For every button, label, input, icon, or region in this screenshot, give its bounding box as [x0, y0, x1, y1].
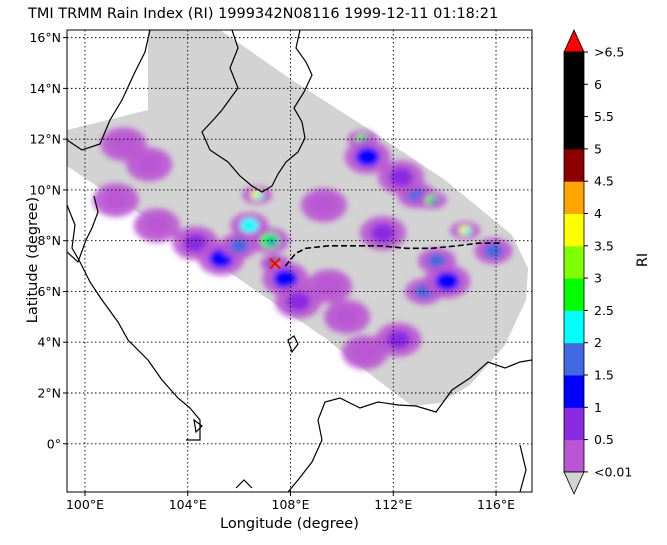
chart-title: TMI TRMM Rain Index (RI) 1999342N08116 1…: [28, 6, 499, 22]
rain-cell: [183, 233, 208, 253]
y-tick-label: 4°N: [37, 335, 61, 350]
rain-cell-ring: [463, 228, 472, 235]
colorbar-under-triangle: [563, 471, 585, 495]
x-tick-label: 104°E: [169, 497, 207, 512]
colorbar-segment: [564, 116, 584, 150]
colorbar-tick-label: 1: [594, 400, 602, 415]
gridlines: [67, 30, 532, 492]
rain-cell: [103, 190, 128, 210]
coastlines: [67, 30, 532, 492]
y-axis-label: Latitude (degree): [25, 196, 41, 324]
colorbar-tick-label: 2.5: [594, 303, 614, 318]
y-tick-label: 6°N: [37, 284, 61, 299]
satellite-swath: [67, 30, 528, 406]
rain-cell: [389, 167, 413, 187]
axes-frame: [66, 29, 533, 493]
storm-center-marker: [269, 257, 281, 270]
x-axis-label: Longitude (degree): [220, 516, 359, 532]
rain-cell: [427, 253, 447, 269]
colorbar-tick-label: 1.5: [594, 368, 614, 383]
colorbar-tick-label: 4.5: [594, 174, 614, 189]
colorbar-segment: [564, 407, 584, 441]
storm-center-x2: [269, 257, 281, 270]
colorbar-over-triangle: [563, 29, 585, 53]
colorbar-segment: [564, 342, 584, 376]
colorbar-label: RI: [635, 252, 652, 268]
rain-cell: [145, 216, 169, 235]
rain-cell: [353, 343, 377, 362]
rain-index-field: [92, 127, 513, 370]
rain-cell-ring: [429, 198, 438, 205]
colorbar-tick-label: 5: [594, 141, 602, 156]
y-tick-label: 2°N: [37, 386, 61, 401]
y-tick-label: 16°N: [29, 30, 61, 45]
colorbar-segment: [564, 245, 584, 279]
rain-cell: [484, 243, 503, 258]
colorbar-tick-label: 6: [594, 77, 602, 92]
colorbar-tick-label: 4: [594, 206, 602, 221]
y-tick-label: 0°: [47, 436, 61, 451]
colorbar-segment: [564, 375, 584, 408]
coastline-indochina: [201, 30, 313, 193]
colorbar-tick-label: <0.01: [594, 464, 632, 479]
x-axis-ticks: 100°E 104°E 108°E 112°E 116°E: [66, 492, 515, 512]
coastline-borneo-sabah: [519, 444, 527, 492]
rain-cell: [335, 307, 359, 327]
colorbar-segment: [564, 148, 584, 182]
colorbar-segment: [564, 84, 584, 118]
x-tick-label: 108°E: [272, 497, 310, 512]
rain-cell: [317, 277, 341, 296]
colorbar: <0.01 0.5 1 1.5 2 2.5 3 3.5 4 4.5 5 5.5 6 >6.5: [563, 29, 632, 495]
y-tick-label: 10°N: [29, 182, 61, 197]
colorbar-tick-label: 3: [594, 271, 602, 286]
rain-cell: [355, 147, 380, 167]
rain-cell-ring: [267, 238, 276, 245]
colorbar-segment: [564, 439, 584, 473]
island-sumatra-tip: [235, 479, 253, 489]
rain-cell: [137, 155, 162, 174]
coastline-peninsula-east: [67, 195, 99, 264]
colorbar-frame: [563, 51, 585, 473]
colorbar-segment: [564, 310, 584, 344]
rain-cell: [371, 223, 395, 243]
rain-cell: [230, 238, 249, 253]
colorbar-segment: [564, 52, 584, 85]
x-tick-label: 100°E: [66, 497, 104, 512]
colorbar-segment: [564, 181, 584, 214]
colorbar-tick-label: 3.5: [594, 238, 614, 253]
coastline-gulf-west: [67, 30, 151, 151]
colorbar-segment: [564, 213, 584, 247]
rain-cell: [312, 195, 336, 215]
colorbar-tick-label: >6.5: [594, 45, 624, 60]
colorbar-tick-label: 5.5: [594, 109, 614, 124]
y-tick-label: 12°N: [29, 132, 61, 147]
rain-cell: [240, 218, 259, 233]
x-tick-label: 116°E: [477, 497, 515, 512]
rain-cell: [435, 271, 460, 291]
colorbar-tick-label: 2: [594, 335, 602, 350]
x-tick-label: 112°E: [374, 497, 412, 512]
rain-cell: [273, 269, 298, 289]
rain-cell-ring: [255, 193, 264, 199]
rain-cell: [286, 292, 311, 311]
y-tick-label: 8°N: [37, 233, 61, 248]
colorbar-tick-label: 0.5: [594, 432, 614, 447]
y-tick-label: 14°N: [29, 81, 61, 96]
rain-cell: [111, 134, 136, 154]
storm-track: [284, 242, 502, 267]
island-natuna: [287, 335, 299, 354]
map-layers: [67, 30, 528, 406]
island-small: [193, 418, 203, 434]
y-axis-ticks: 0° 2°N 4°N 6°N 8°N 10°N 12°N 14°N 16°N: [29, 30, 67, 451]
coastline-peninsula: [67, 204, 201, 441]
rain-cell: [386, 330, 411, 350]
colorbar-segment: [564, 278, 584, 311]
